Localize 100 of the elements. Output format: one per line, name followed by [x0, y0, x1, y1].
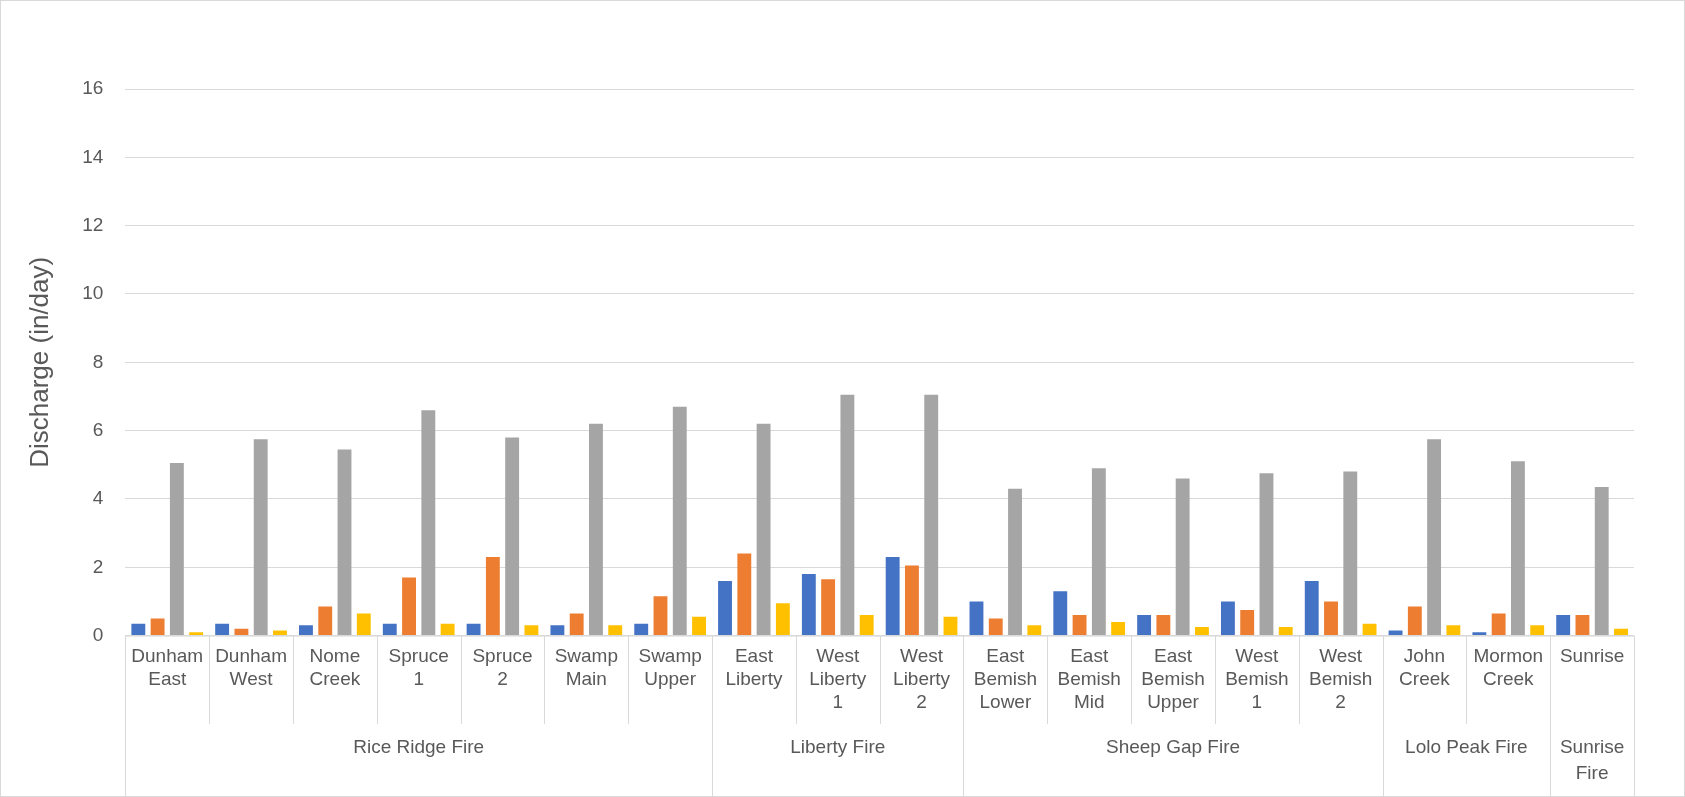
bar [988, 618, 1003, 636]
bar [1220, 601, 1235, 636]
bar [440, 623, 455, 636]
bar [1491, 613, 1506, 636]
bar [524, 625, 539, 636]
x-tick-label: Swamp Upper [638, 645, 702, 690]
bar [169, 463, 184, 636]
y-tick-label: 12 [82, 213, 104, 235]
x-tick-label: Mormon Creek [1473, 645, 1544, 690]
x-tick-label: East Bemish Upper [1141, 645, 1205, 712]
bar [1575, 615, 1590, 636]
bar [253, 439, 268, 636]
y-tick-label: 0 [92, 623, 104, 645]
y-tick-label: 2 [92, 555, 104, 577]
y-tick-label: 6 [92, 418, 104, 440]
bar [1446, 625, 1461, 636]
bar [653, 596, 668, 636]
bar [569, 613, 584, 636]
bar [775, 603, 790, 636]
x-tick-label: West Liberty 2 [893, 645, 951, 712]
bar [737, 553, 752, 636]
x-tick-label: Swamp Main [554, 645, 618, 690]
bar [969, 601, 984, 636]
text: Sheep Gap Fire [1105, 735, 1241, 757]
bar [1027, 625, 1042, 636]
x-tick-label: Spruce 1 [388, 645, 449, 690]
text: Lolo Peak Fire [1405, 735, 1528, 757]
bar [1240, 609, 1255, 636]
x-tick-label: East Bemish Lower [973, 645, 1038, 712]
x-tick-label: West Bemish 2 [1308, 645, 1373, 712]
x-tick-label: Spruce 2 [472, 645, 533, 690]
bar [466, 623, 481, 636]
bar [1343, 471, 1358, 636]
y-tick-label: 10 [82, 282, 104, 304]
bar [1614, 628, 1628, 636]
bar [402, 577, 416, 636]
bar [589, 423, 603, 636]
bar [421, 410, 436, 636]
bar [1530, 625, 1545, 636]
x-tick-label: Dunham East [131, 645, 204, 690]
text: Sunrise Fire [1559, 735, 1625, 783]
bar [356, 613, 371, 636]
bar [318, 606, 333, 636]
y-tick-label: 8 [92, 350, 104, 372]
bar [150, 618, 165, 636]
bar [1008, 488, 1022, 636]
x-tick-label: Nome Creek [309, 645, 361, 690]
bar [608, 625, 623, 636]
bar [885, 557, 900, 636]
bar [1362, 623, 1377, 636]
bar [1407, 606, 1422, 636]
bar [859, 615, 874, 636]
x-tick-label: East Bemish Mid [1057, 645, 1121, 712]
bar [634, 623, 649, 636]
bar [299, 625, 313, 636]
bar [1427, 439, 1442, 636]
bar [692, 616, 706, 636]
y-tick-label: 4 [92, 487, 104, 509]
bar [1137, 615, 1152, 636]
bar [1556, 615, 1571, 636]
bar [1594, 486, 1609, 636]
bar [131, 623, 146, 636]
text: Liberty Fire [790, 735, 886, 757]
y-axis-title: Discharge (in/day) [23, 256, 54, 468]
bar [1259, 473, 1274, 636]
bar [840, 394, 855, 636]
bar [1091, 468, 1106, 636]
bar [485, 557, 500, 636]
bar [337, 449, 352, 636]
bar [756, 423, 771, 636]
bar [1156, 615, 1171, 636]
bar [821, 579, 836, 636]
x-tick-label: West Bemish 1 [1225, 645, 1289, 712]
bar [924, 394, 939, 636]
bar [1072, 615, 1087, 636]
bar [189, 632, 204, 636]
bar [1510, 461, 1525, 636]
bar [1053, 591, 1068, 636]
bar [505, 437, 520, 636]
bar [215, 623, 230, 636]
x-tick-label: East Liberty [725, 645, 783, 690]
bar [550, 625, 565, 636]
bar [1194, 627, 1209, 636]
bar [382, 623, 397, 636]
bar [1278, 627, 1293, 636]
x-tick-label: West Liberty 1 [809, 645, 867, 712]
x-tick-label: Dunham West [215, 645, 287, 690]
bar [905, 565, 919, 636]
bar [1304, 580, 1319, 636]
x-tick-label: Sunrise [1559, 645, 1625, 667]
bar [234, 628, 249, 636]
bar [718, 580, 732, 636]
text: Rice Ridge Fire [353, 735, 485, 757]
bar [672, 406, 687, 636]
bar [1111, 621, 1126, 636]
bar [1388, 630, 1403, 636]
bar [273, 630, 287, 636]
y-tick-label: 14 [82, 145, 104, 167]
bar [1175, 478, 1190, 636]
bar [1324, 601, 1338, 636]
